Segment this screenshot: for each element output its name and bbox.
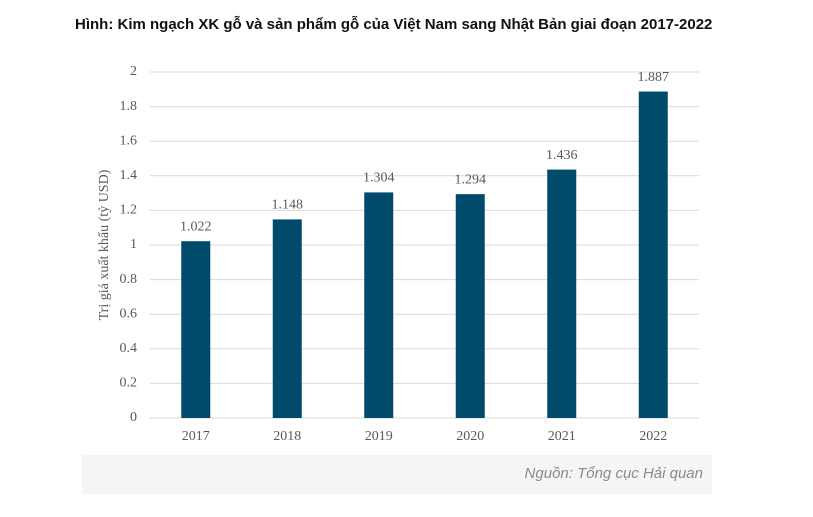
bar	[455, 194, 485, 418]
value-label: 1.436	[546, 148, 578, 163]
x-tick-label: 2017	[182, 429, 210, 444]
y-tick-label: 0.8	[120, 272, 138, 287]
bar	[638, 91, 668, 418]
y-tick-label: 0	[130, 410, 137, 425]
value-label: 1.304	[363, 171, 395, 186]
y-tick-label: 0.4	[120, 341, 138, 356]
bar	[272, 219, 302, 418]
x-tick-label: 2021	[548, 429, 576, 444]
y-axis-label: Trị giá xuất khẩu (tỷ USD)	[97, 169, 112, 320]
source-box	[82, 455, 712, 494]
value-label: 1.294	[455, 172, 487, 187]
x-tick-label: 2019	[365, 429, 393, 444]
y-tick-label: 2	[130, 64, 137, 79]
x-tick-label: 2020	[456, 429, 484, 444]
bar	[547, 169, 577, 418]
y-tick-label: 1.6	[120, 133, 138, 148]
y-tick-label: 1	[130, 237, 137, 252]
y-tick-label: 1.8	[120, 99, 138, 114]
source-note: Nguồn: Tổng cục Hải quan	[525, 465, 703, 482]
y-tick-label: 1.4	[120, 168, 138, 183]
y-tick-label: 1.2	[120, 203, 138, 218]
bar	[364, 192, 394, 418]
x-tick-label: 2022	[639, 429, 667, 444]
x-tick-label: 2018	[273, 429, 301, 444]
y-tick-label: 0.6	[120, 306, 138, 321]
value-label: 1.148	[272, 198, 304, 213]
y-tick-label: 0.2	[120, 376, 138, 391]
value-label: 1.022	[180, 219, 212, 234]
value-label: 1.887	[638, 70, 670, 85]
bar	[181, 241, 211, 418]
chart-title: Hình: Kim ngạch XK gỗ và sản phẩm gỗ của…	[75, 16, 712, 33]
